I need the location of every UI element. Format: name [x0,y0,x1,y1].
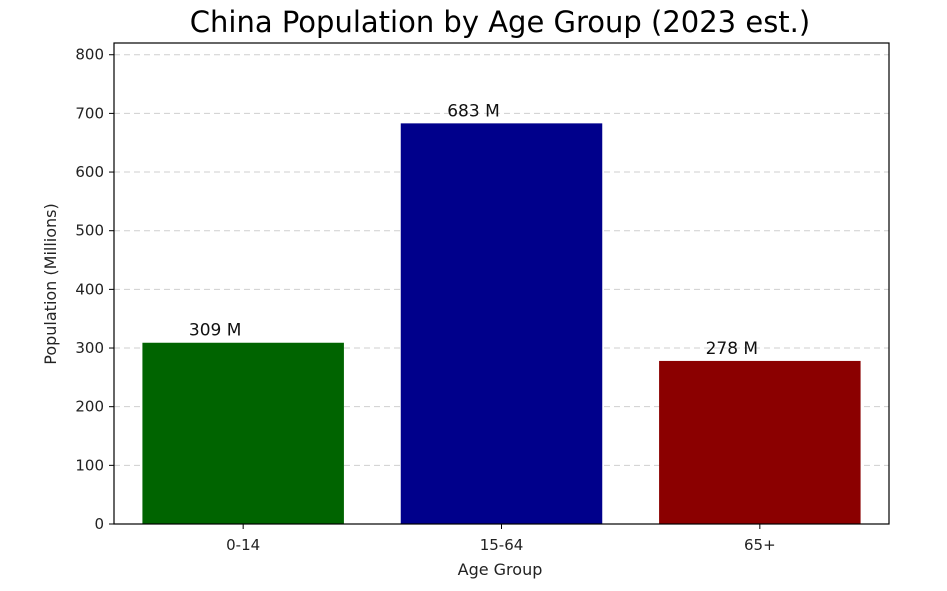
y-tick-label: 800 [75,46,104,64]
bar-0-14 [142,342,344,524]
bar-15-64 [400,123,603,525]
y-tick-label: 0 [94,515,104,533]
bar-65+ [659,360,861,524]
y-axis-label: Population (Millions) [41,203,60,364]
x-tick-label: 65+ [744,536,776,554]
y-tick-label: 500 [75,222,104,240]
data-labels: 309 M 683 M 278 M [189,101,758,359]
x-axis-label: Age Group [458,560,543,579]
y-tick-label: 400 [75,280,104,298]
data-label: 309 M [189,321,242,341]
y-tick-label: 600 [75,163,104,181]
x-tick-label: 0-14 [226,536,260,554]
data-label: 683 M [447,101,500,121]
bars [142,123,861,525]
y-tick-label: 200 [75,398,104,416]
data-label: 278 M [706,339,759,359]
y-axis-ticks: 0 100 200 300 400 500 600 700 800 [75,46,114,533]
chart-title: China Population by Age Group (2023 est.… [190,5,810,39]
x-tick-label: 15-64 [480,536,524,554]
y-tick-label: 300 [75,339,104,357]
y-tick-label: 100 [75,456,104,474]
y-tick-label: 700 [75,104,104,122]
x-axis-ticks: 0-14 15-64 65+ [226,524,776,554]
